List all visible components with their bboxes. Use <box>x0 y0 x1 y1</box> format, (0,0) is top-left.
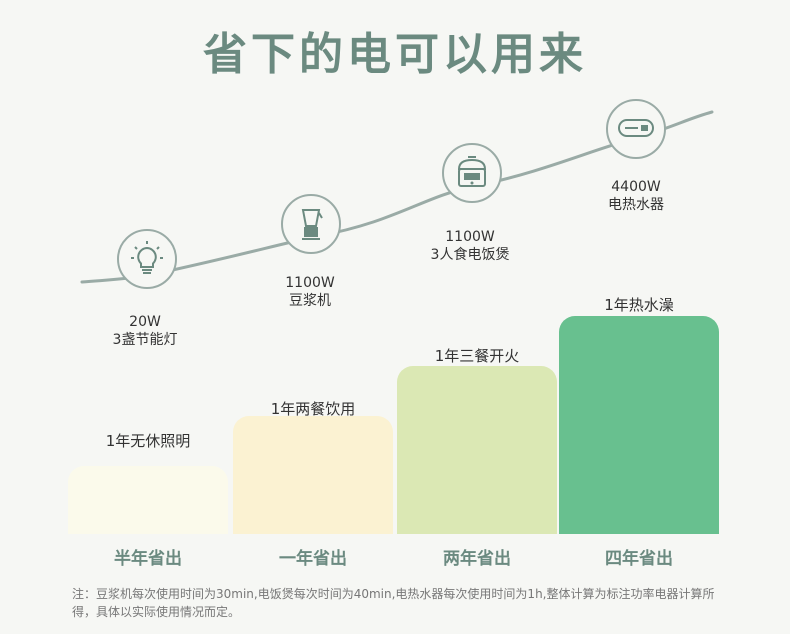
bar-label: 1年三餐开火 <box>434 347 520 365</box>
device-label-soymilk: 1100W 豆浆机 <box>250 274 370 310</box>
bar-half-year <box>68 466 228 534</box>
blender-icon <box>281 194 341 254</box>
device-label-lamp: 20W 3盏节能灯 <box>85 313 205 349</box>
bar-four-years <box>559 316 719 534</box>
device-name: 3人食电饭煲 <box>430 247 510 263</box>
page-title: 省下的电可以用来 <box>203 29 587 80</box>
bar-two-years <box>397 366 557 534</box>
device-label-waterheater: 4400W 电热水器 <box>576 178 696 214</box>
bar-label: 1年热水澡 <box>604 296 674 314</box>
water-heater-icon <box>606 99 666 159</box>
bar-label: 1年无休照明 <box>105 432 191 450</box>
device-name: 豆浆机 <box>289 293 331 309</box>
category-label: 两年省出 <box>443 549 511 569</box>
lightbulb-icon <box>117 229 177 289</box>
device-name: 电热水器 <box>608 197 664 213</box>
device-power: 20W <box>129 314 161 330</box>
bar-one-year <box>233 416 393 534</box>
bar-label: 1年两餐饮用 <box>270 400 356 418</box>
rice-cooker-icon <box>442 143 502 203</box>
device-power: 1100W <box>445 229 495 245</box>
footnote: 注：豆浆机每次使用时间为30min,电饭煲每次时间为40min,电热水器每次使用… <box>72 587 715 619</box>
category-label: 一年省出 <box>279 549 347 569</box>
device-power: 4400W <box>611 179 661 195</box>
device-power: 1100W <box>285 275 335 291</box>
device-name: 3盏节能灯 <box>112 332 178 348</box>
device-label-ricecooker: 1100W 3人食电饭煲 <box>410 228 530 264</box>
category-label: 四年省出 <box>605 549 673 569</box>
category-label: 半年省出 <box>114 549 182 569</box>
